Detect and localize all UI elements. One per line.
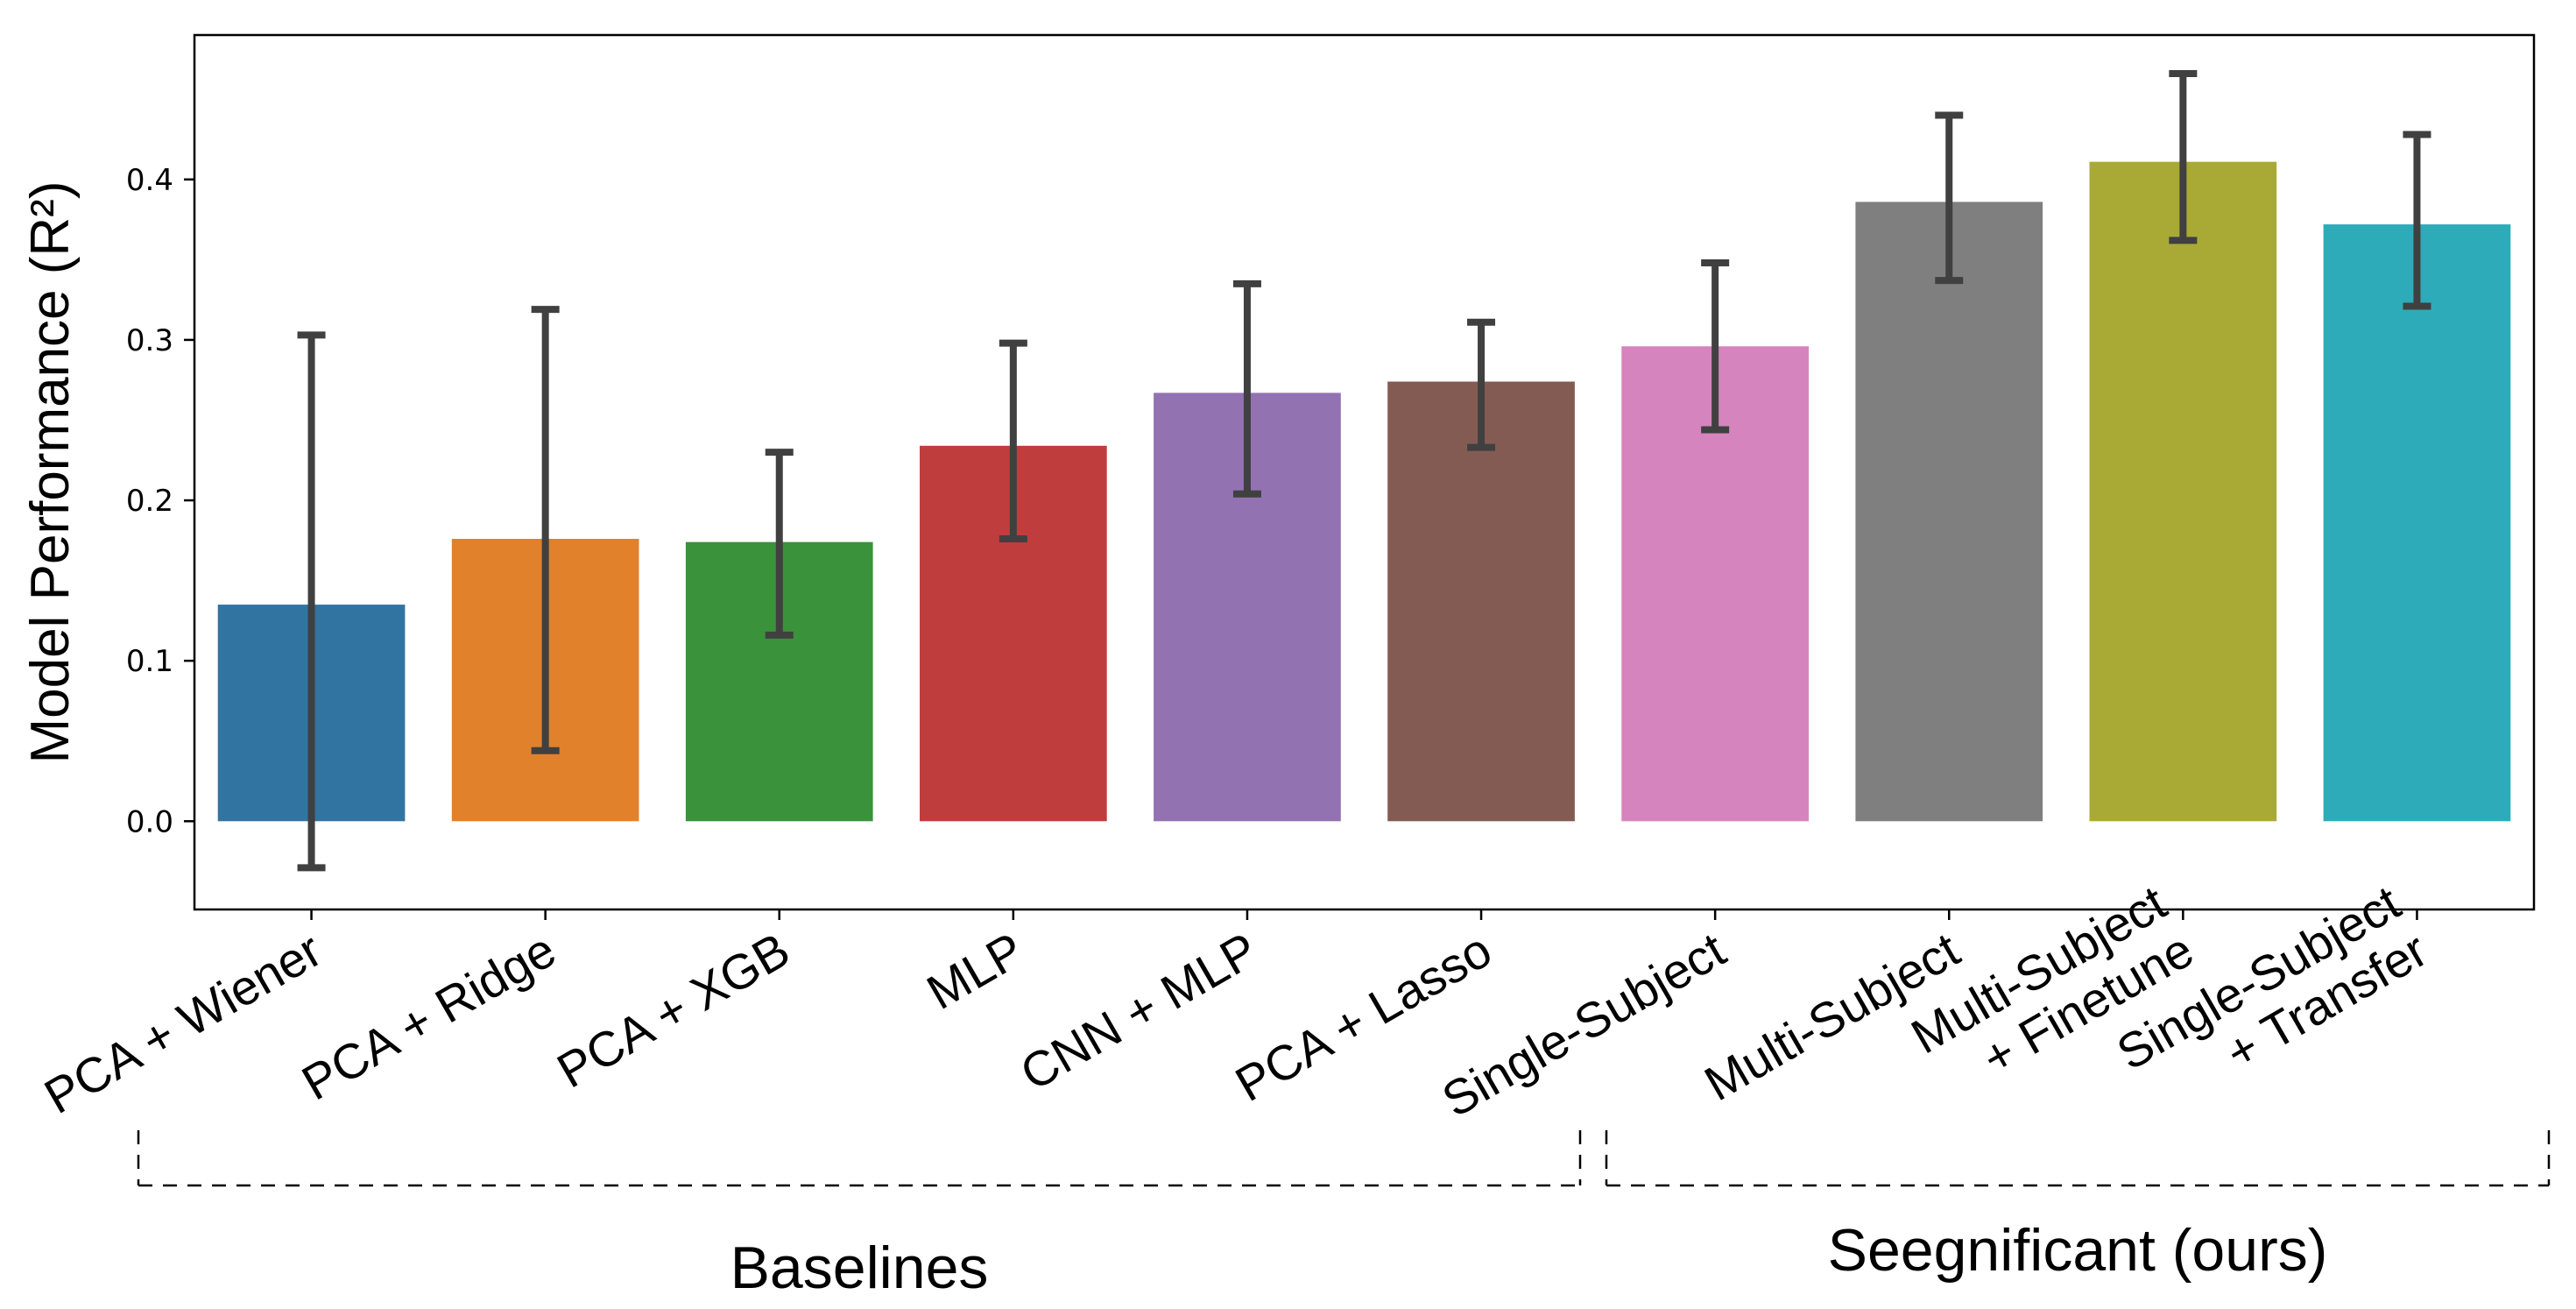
group-bracket-0	[137, 1130, 1582, 1187]
x-category-label: CNN + MLP	[1011, 922, 1267, 1101]
bars-layer	[217, 161, 2511, 822]
error-bar-0	[297, 331, 326, 872]
y-tick-label: 0.4	[126, 163, 173, 198]
error-bar-7	[1935, 111, 1964, 285]
error-bar-3	[999, 339, 1027, 542]
error-bars-layer	[297, 69, 2431, 872]
bar-7	[1855, 202, 2043, 822]
y-tick-label: 0.1	[126, 644, 173, 679]
error-bar-5	[1467, 318, 1496, 451]
x-category-label: PCA + Wiener	[35, 922, 330, 1124]
error-bar-1	[531, 306, 560, 754]
axes-layer: 0.0 0.1 0.2 0.3 0.4	[126, 33, 2536, 920]
x-category-label: PCA + Ridge	[293, 922, 565, 1111]
error-bar-6	[1701, 259, 1730, 434]
error-bar-9	[2403, 131, 2431, 310]
y-axis-label: Model Performance (R²)	[20, 181, 81, 764]
y-tick-label: 0.2	[126, 484, 173, 519]
error-bar-4	[1232, 279, 1261, 498]
bar-5	[1387, 381, 1575, 822]
y-tick-label: 0.0	[126, 804, 173, 839]
x-category-label: MLP	[918, 922, 1033, 1020]
group-label: Seegnificant (ours)	[1828, 1217, 2328, 1284]
group-label: Baselines	[730, 1235, 989, 1301]
group-brackets-layer: Baselines Seegnificant (ours)	[137, 1130, 2551, 1301]
group-bracket-1	[1605, 1130, 2551, 1187]
y-tick-label: 0.3	[126, 323, 173, 358]
error-bar-2	[765, 449, 794, 639]
bar-9	[2323, 224, 2511, 822]
error-bar-8	[2169, 69, 2198, 244]
plot-frame	[193, 33, 2536, 911]
x-category-label: PCA + XGB	[548, 922, 799, 1099]
bar-8	[2089, 161, 2277, 822]
